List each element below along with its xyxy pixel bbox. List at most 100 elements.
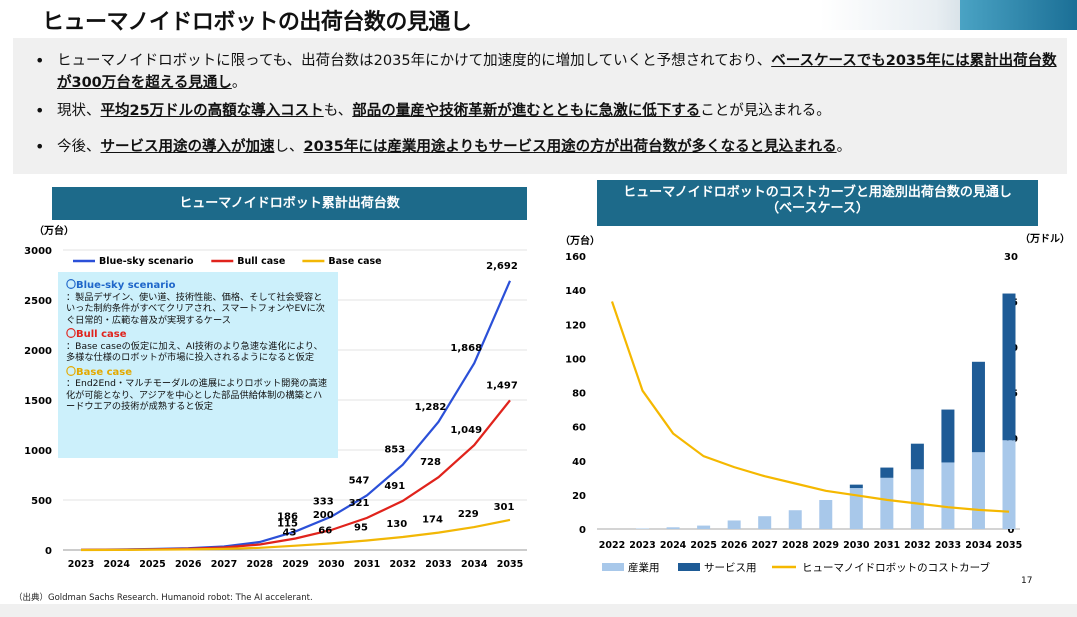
x-tick-label: 2030 — [318, 559, 345, 570]
x-tick-label: 2032 — [390, 559, 416, 570]
x-tick-label: 2025 — [690, 540, 716, 551]
bar-industrial — [971, 452, 985, 529]
x-tick-label: 2023 — [68, 559, 94, 570]
x-tick-label: 2027 — [751, 540, 777, 551]
bullet-text: 現状、平均25万ドルの高額な導入コストも、部品の量産や技術革新が進むとともに急激… — [57, 100, 1057, 122]
x-tick-label: 2024 — [660, 540, 687, 551]
left-tick-label: 60 — [572, 423, 586, 434]
bullet-dot: • — [35, 101, 45, 120]
data-label: 43 — [283, 528, 297, 539]
cost-curve-shipments-chart: （万台）（万ドル）0204060801001201401600510152025… — [560, 232, 1070, 574]
right-tick-label: 30 — [1004, 252, 1018, 263]
x-tick-label: 2031 — [354, 559, 380, 570]
bar-industrial — [819, 499, 833, 529]
bullet-emphasis: 2035年には産業用途よりもサービス用途の方が出荷台数が多くなると見込まれる — [303, 139, 837, 155]
x-tick-label: 2034 — [461, 559, 488, 570]
y-tick-label: 0 — [45, 546, 52, 557]
legend-swatch-service — [678, 563, 700, 571]
data-label: 200 — [313, 510, 334, 521]
x-tick-label: 2035 — [497, 559, 523, 570]
bullet-emphasis: 平均25万ドルの高額な導入コスト — [100, 103, 324, 119]
bullet-dot: • — [35, 137, 45, 156]
left-tick-label: 20 — [572, 491, 586, 502]
data-label: 95 — [354, 523, 368, 534]
left-chart-header: ヒューマノイドロボット累計出荷台数 — [52, 187, 527, 220]
x-tick-label: 2035 — [996, 540, 1022, 551]
data-label: 853 — [384, 445, 405, 456]
data-label: 115 — [277, 519, 298, 530]
bar-service — [849, 484, 863, 489]
x-tick-label: 2025 — [139, 559, 165, 570]
x-tick-label: 2029 — [813, 540, 839, 551]
y-tick-label: 1500 — [24, 396, 52, 407]
legend-label: Base case — [328, 256, 381, 267]
bar-service — [971, 361, 985, 453]
info-bull: 〇Bull case ：Base caseの仮定に加え、AI技術のより急速な進化… — [66, 329, 330, 364]
left-tick-label: 80 — [572, 389, 586, 400]
bullet-dot: • — [35, 51, 45, 70]
legend-label-industrial: 産業用 — [628, 561, 660, 574]
bar-industrial — [758, 516, 772, 529]
bullet-run: し、 — [274, 139, 304, 155]
data-label: 333 — [313, 497, 334, 508]
left-tick-label: 140 — [565, 286, 586, 297]
bullet-run: ことが見込まれる。 — [700, 103, 831, 119]
left-tick-label: 120 — [565, 320, 586, 331]
bar-industrial — [880, 477, 894, 529]
bullet-emphasis: サービス用途の導入が加速 — [100, 139, 275, 155]
bullet-text: 今後、サービス用途の導入が加速し、2035年には産業用途よりもサービス用途の方が… — [57, 136, 1057, 158]
x-tick-label: 2023 — [629, 540, 655, 551]
bullet-run: ヒューマノイドロボットに限っても、出荷台数は2035年にかけて加速度的に増加して… — [57, 53, 772, 69]
bullet-run: 今後、 — [57, 139, 101, 155]
x-tick-label: 2031 — [874, 540, 900, 551]
cost-curve-line — [610, 301, 1010, 513]
x-tick-label: 2030 — [843, 540, 870, 551]
cumulative-shipments-chart: （万台） 0 500 1000 1500 2000 2500 3000 2023 2024 2025… — [24, 224, 527, 570]
y-tick-label: 2500 — [24, 296, 52, 307]
y-tick-label: 2000 — [24, 346, 52, 357]
footer-bar — [0, 604, 1077, 617]
bar-industrial — [727, 520, 741, 529]
bar-service — [910, 443, 924, 470]
right-chart-header: ヒューマノイドロボットのコストカーブと用途別出荷台数の見通し （ベースケース） — [597, 180, 1038, 226]
x-tick-label: 2029 — [282, 559, 308, 570]
data-label: 2,692 — [486, 261, 518, 272]
bullet-run: 。 — [231, 75, 247, 91]
left-tick-label: 40 — [572, 457, 586, 468]
x-tick-label: 2033 — [935, 540, 961, 551]
bar-industrial — [636, 528, 650, 529]
data-label: 174 — [422, 515, 443, 526]
legend-label: Blue-sky scenario — [99, 256, 194, 267]
header-banner-accent — [960, 0, 1077, 30]
left-tick-label: 160 — [565, 252, 586, 263]
info-base-desc: ：End2End・マルチモーダルの進展によりロボット開発の高速化が可能となり、ア… — [66, 378, 328, 412]
x-tick-label: 2028 — [247, 559, 274, 570]
x-tick-label: 2026 — [721, 540, 748, 551]
page-title: ヒューマノイドロボットの出荷台数の見通し — [42, 10, 472, 35]
bar-industrial — [666, 527, 680, 529]
left-axis-unit: （万台） — [560, 234, 600, 247]
info-base: 〇Base case ：End2End・マルチモーダルの進展によりロボット開発の… — [66, 367, 330, 413]
bar-industrial — [788, 510, 802, 529]
bullet-run: も、 — [323, 103, 353, 119]
x-tick-label: 2034 — [965, 540, 992, 551]
y-tick-label: 3000 — [24, 246, 52, 257]
data-label: 66 — [318, 525, 332, 536]
info-blue-sky: 〇Blue-sky scenario ：製品デザイン、使い道、技術性能、価格、そ… — [66, 280, 330, 326]
data-label: 229 — [458, 509, 479, 520]
data-label: 547 — [349, 475, 370, 486]
data-label: 728 — [420, 457, 441, 468]
x-tick-label: 2027 — [211, 559, 237, 570]
left-tick-label: 100 — [565, 354, 586, 365]
bullet-text: ヒューマノイドロボットに限っても、出荷台数は2035年にかけて加速度的に増加して… — [57, 50, 1057, 94]
x-tick-label: 2024 — [104, 559, 131, 570]
bar-service — [880, 467, 894, 478]
x-tick-label: 2022 — [599, 540, 625, 551]
info-blue-sky-desc: ：製品デザイン、使い道、技術性能、価格、そして社会受容といった制約条件がすべてク… — [66, 291, 325, 326]
data-label: 301 — [494, 502, 515, 513]
info-bull-desc: ：Base caseの仮定に加え、AI技術のより急速な進化により、多様な仕様のロ… — [66, 340, 323, 364]
data-label: 491 — [384, 481, 405, 492]
source-note: （出典）Goldman Sachs Research. Humanoid rob… — [14, 593, 313, 603]
y-axis-unit: （万台） — [34, 224, 74, 237]
data-label: 186 — [277, 511, 298, 522]
